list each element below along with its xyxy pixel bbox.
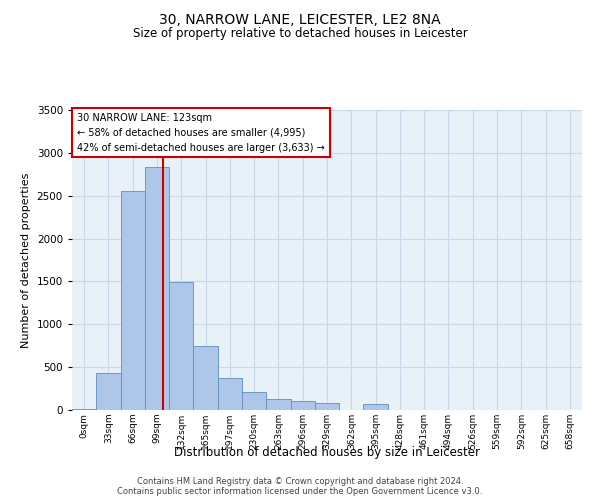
Bar [145, 168, 169, 410]
Text: Size of property relative to detached houses in Leicester: Size of property relative to detached ho… [133, 28, 467, 40]
Text: Contains public sector information licensed under the Open Government Licence v3: Contains public sector information licen… [118, 486, 482, 496]
Bar [266, 399, 290, 410]
Bar [121, 192, 145, 410]
Text: 30 NARROW LANE: 123sqm
← 58% of detached houses are smaller (4,995)
42% of semi-: 30 NARROW LANE: 123sqm ← 58% of detached… [77, 113, 325, 152]
Bar [218, 378, 242, 410]
Text: 30, NARROW LANE, LEICESTER, LE2 8NA: 30, NARROW LANE, LEICESTER, LE2 8NA [159, 12, 441, 26]
Bar [242, 392, 266, 410]
Bar [169, 282, 193, 410]
Bar [364, 404, 388, 410]
Bar [290, 402, 315, 410]
Text: Distribution of detached houses by size in Leicester: Distribution of detached houses by size … [174, 446, 480, 459]
Text: Contains HM Land Registry data © Crown copyright and database right 2024.: Contains HM Land Registry data © Crown c… [137, 476, 463, 486]
Bar [96, 373, 121, 410]
Y-axis label: Number of detached properties: Number of detached properties [21, 172, 31, 348]
Bar [193, 346, 218, 410]
Bar [315, 402, 339, 410]
Bar [72, 409, 96, 410]
